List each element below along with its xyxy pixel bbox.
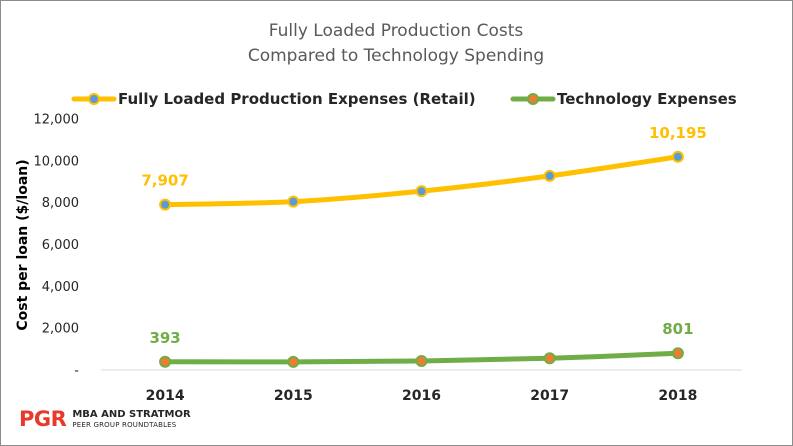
y-tick-label: 12,000: [34, 113, 80, 128]
legend-swatch-technology-marker: [527, 93, 539, 105]
series-1-point: [159, 355, 172, 368]
series-0-data-label: 10,195: [649, 124, 707, 142]
y-axis-label: Cost per loan ($/loan): [15, 159, 31, 330]
series-0-point: [159, 198, 172, 211]
y-tick-label: -: [74, 364, 79, 379]
y-tick-label: 2,000: [42, 322, 79, 337]
x-tick-label: 2016: [402, 388, 441, 404]
legend: Fully Loaded Production Expenses (Retail…: [71, 90, 737, 108]
legend-label-production: Fully Loaded Production Expenses (Retail…: [118, 90, 476, 108]
logo-text: MBA AND STRATMOR PEER GROUP ROUNDTABLES: [72, 408, 191, 429]
logo-line-1: MBA AND STRATMOR: [72, 408, 191, 420]
series-0-data-label: 7,907: [141, 172, 188, 190]
series-1-data-label: 393: [149, 329, 180, 347]
x-tick-label: 2017: [530, 388, 569, 404]
series-1-data-label: 801: [662, 320, 693, 338]
pgr-logo: PGR MBA AND STRATMOR PEER GROUP ROUNDTAB…: [19, 405, 191, 433]
series-1-point: [543, 352, 556, 365]
y-tick-label: 8,000: [42, 196, 79, 211]
plot-area: 7,907 10,195 393 801: [141, 124, 707, 368]
y-tick-label: 4,000: [42, 280, 79, 295]
series-line-0: [162, 154, 681, 208]
chart-title-line-2: Compared to Technology Spending: [248, 46, 544, 66]
series-1-point: [671, 347, 684, 360]
series-1-point: [287, 355, 300, 368]
y-tick-label: 6,000: [42, 238, 79, 253]
legend-swatch-production-marker: [88, 93, 100, 105]
series-0-point: [543, 169, 556, 182]
series-1-point: [415, 355, 428, 368]
chart-title-line-1: Fully Loaded Production Costs: [269, 21, 524, 41]
x-tick-label: 2015: [274, 388, 313, 404]
series-0-point: [671, 150, 684, 163]
y-axis: - 2,000 4,000 6,000 8,000 10,000 12,000: [34, 113, 80, 379]
series-0-point: [287, 195, 300, 208]
logo-mark: PGR: [19, 407, 67, 431]
x-tick-label: 2014: [146, 388, 185, 404]
legend-item-production: Fully Loaded Production Expenses (Retail…: [71, 90, 476, 108]
x-tick-label: 2018: [658, 388, 697, 404]
legend-label-technology: Technology Expenses: [557, 90, 737, 108]
y-tick-label: 10,000: [34, 154, 80, 169]
logo-line-2: PEER GROUP ROUNDTABLES: [72, 420, 177, 429]
legend-item-technology: Technology Expenses: [510, 90, 737, 108]
series-0-point: [415, 185, 428, 198]
x-axis: 2014 2015 2016 2017 2018: [146, 388, 698, 404]
